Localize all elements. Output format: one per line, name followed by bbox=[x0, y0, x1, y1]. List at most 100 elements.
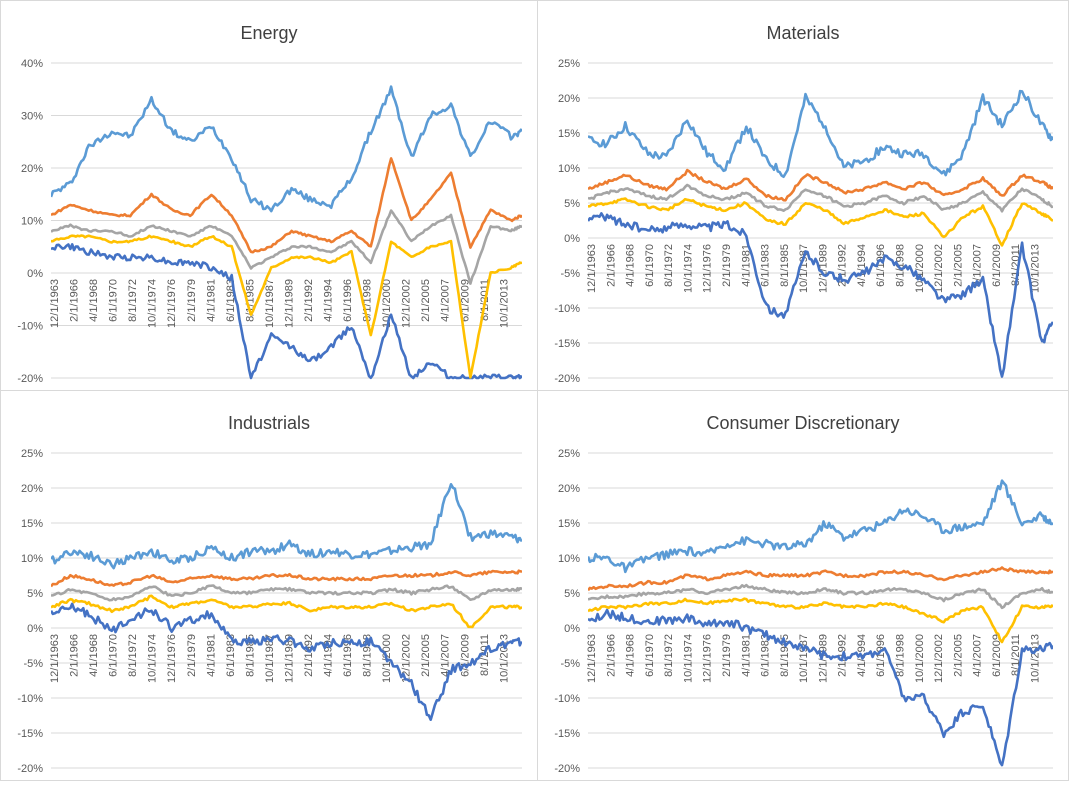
y-tick-label: 0% bbox=[564, 623, 580, 635]
y-tick-label: 20% bbox=[21, 163, 43, 175]
x-tick-label: 2/1/1966 bbox=[605, 634, 617, 677]
x-tick-label: 12/1/1963 bbox=[49, 279, 61, 328]
x-tick-label: 6/1/1983 bbox=[760, 634, 772, 677]
y-tick-label: 30% bbox=[21, 111, 43, 123]
y-tick-label: -20% bbox=[17, 763, 43, 775]
series-line-3 bbox=[51, 209, 522, 285]
x-tick-label: 6/1/1983 bbox=[760, 244, 772, 287]
chart-industrials: Industrials -20% -15% -10% -5% 0% 5% 10% 15% 20% 2… bbox=[17, 413, 522, 775]
x-tick-label: 4/1/1968 bbox=[88, 279, 100, 322]
x-tick-label: 12/1/1976 bbox=[702, 244, 714, 293]
x-tick-label: 8/1/1972 bbox=[663, 244, 675, 287]
x-tick-label: 2/1/1992 bbox=[303, 634, 315, 677]
x-tick-label: 8/1/1972 bbox=[127, 634, 139, 677]
x-tick-label: 10/1/1974 bbox=[147, 634, 159, 683]
y-tick-label: 20% bbox=[558, 93, 580, 105]
y-tick-label: 15% bbox=[21, 518, 43, 530]
x-tick-label: 4/1/1994 bbox=[323, 279, 335, 322]
x-tick-label: 12/1/1976 bbox=[166, 279, 178, 328]
x-tick-label: 2/1/1966 bbox=[69, 279, 81, 322]
series-line-3 bbox=[588, 583, 1053, 610]
y-tick-label: 15% bbox=[558, 518, 580, 530]
x-tick-label: 2/1/1966 bbox=[69, 634, 81, 677]
y-tick-label: 5% bbox=[564, 588, 580, 600]
x-tick-label: 10/1/1974 bbox=[682, 244, 694, 293]
y-tick-label: 5% bbox=[27, 588, 43, 600]
y-tick-label: 10% bbox=[558, 163, 580, 175]
x-tick-label: 4/1/1981 bbox=[740, 244, 752, 287]
chart-consumer-discretionary: Consumer Discretionary -20% -15% -10% -5% 0% 5… bbox=[554, 413, 1053, 775]
x-tick-label: 2/1/1992 bbox=[303, 279, 315, 322]
series-line-4 bbox=[51, 234, 522, 379]
chart-title: Consumer Discretionary bbox=[706, 413, 899, 433]
x-tick-label: 10/1/2013 bbox=[1030, 244, 1042, 293]
x-tick-label: 8/1/1998 bbox=[895, 634, 907, 677]
x-tick-label: 8/1/1972 bbox=[663, 634, 675, 677]
y-tick-label: -20% bbox=[554, 373, 580, 385]
y-tick-label: 25% bbox=[21, 448, 43, 460]
x-tick-label: 4/1/2007 bbox=[972, 634, 984, 677]
x-tick-label: 10/1/1987 bbox=[264, 634, 276, 683]
x-tick-label: 6/1/1970 bbox=[644, 244, 656, 287]
y-tick-label: 20% bbox=[558, 483, 580, 495]
y-tick-label: -10% bbox=[17, 321, 43, 333]
x-tick-label: 12/1/2002 bbox=[933, 244, 945, 293]
series-line-4 bbox=[588, 197, 1053, 247]
x-tick-label: 12/1/1976 bbox=[702, 634, 714, 683]
chart-materials: Materials -20% -15% -10% -5% 0% 5% 10% 15% 20% 25%… bbox=[554, 23, 1053, 385]
x-tick-label: 6/1/1996 bbox=[875, 634, 887, 677]
x-tick-label: 2/1/1966 bbox=[605, 244, 617, 287]
x-tick-label: 10/1/1987 bbox=[798, 244, 810, 293]
x-tick-label: 4/1/1981 bbox=[205, 279, 217, 322]
x-tick-label: 6/1/1983 bbox=[225, 634, 237, 677]
x-tick-label: 8/1/1985 bbox=[244, 634, 256, 677]
x-tick-label: 2/1/1979 bbox=[186, 279, 198, 322]
y-tick-label: 0% bbox=[27, 268, 43, 280]
y-tick-label: 10% bbox=[21, 216, 43, 228]
x-tick-label: 6/1/1970 bbox=[644, 634, 656, 677]
chart-panel-consumer-discretionary: Consumer Discretionary -20% -15% -10% -5% 0% 5… bbox=[537, 390, 1069, 781]
series-line-3 bbox=[588, 183, 1053, 213]
x-tick-label: 4/1/1968 bbox=[625, 244, 637, 287]
chart-title: Industrials bbox=[228, 413, 310, 433]
series-line-2 bbox=[51, 157, 522, 254]
y-tick-label: 0% bbox=[27, 623, 43, 635]
x-tick-label: 10/1/2000 bbox=[381, 279, 393, 328]
x-tick-label: 6/1/1970 bbox=[108, 279, 120, 322]
series-line-4 bbox=[588, 597, 1053, 644]
y-tick-label: -20% bbox=[17, 373, 43, 385]
x-tick-label: 6/1/1996 bbox=[342, 279, 354, 322]
x-tick-label: 8/1/1998 bbox=[895, 244, 907, 287]
x-tick-label: 10/1/2013 bbox=[498, 279, 510, 328]
x-tick-label: 2/1/1979 bbox=[721, 244, 733, 287]
y-tick-label: 0% bbox=[564, 233, 580, 245]
series-line-5 bbox=[588, 212, 1053, 378]
y-tick-label: -10% bbox=[554, 693, 580, 705]
series-line-1 bbox=[588, 479, 1053, 574]
x-tick-label: 4/1/2007 bbox=[440, 279, 452, 322]
y-tick-label: -5% bbox=[560, 268, 580, 280]
series-line-1 bbox=[51, 85, 522, 213]
x-tick-label: 12/1/2002 bbox=[401, 279, 413, 328]
x-tick-label: 10/1/2013 bbox=[1030, 634, 1042, 683]
chart-panel-materials: Materials -20% -15% -10% -5% 0% 5% 10% 15% 20% 25%… bbox=[537, 0, 1069, 391]
series-line-3 bbox=[51, 584, 522, 602]
y-tick-label: -5% bbox=[23, 658, 43, 670]
x-tick-label: 6/1/1970 bbox=[108, 634, 120, 677]
x-tick-label: 12/1/1976 bbox=[166, 634, 178, 683]
y-tick-label: 20% bbox=[21, 483, 43, 495]
x-tick-label: 10/1/2000 bbox=[914, 634, 926, 683]
y-tick-label: -10% bbox=[554, 303, 580, 315]
series-line-1 bbox=[51, 483, 522, 570]
x-tick-label: 4/1/1981 bbox=[205, 634, 217, 677]
x-tick-label: 2/1/1979 bbox=[721, 634, 733, 677]
x-tick-label: 12/1/2002 bbox=[933, 634, 945, 683]
x-tick-label: 12/1/1963 bbox=[586, 634, 598, 683]
y-tick-label: -15% bbox=[554, 728, 580, 740]
x-tick-label: 4/1/1968 bbox=[88, 634, 100, 677]
y-tick-label: 5% bbox=[564, 198, 580, 210]
series-line-2 bbox=[588, 168, 1053, 202]
y-tick-label: -15% bbox=[554, 338, 580, 350]
x-tick-label: 10/1/1974 bbox=[147, 279, 159, 328]
